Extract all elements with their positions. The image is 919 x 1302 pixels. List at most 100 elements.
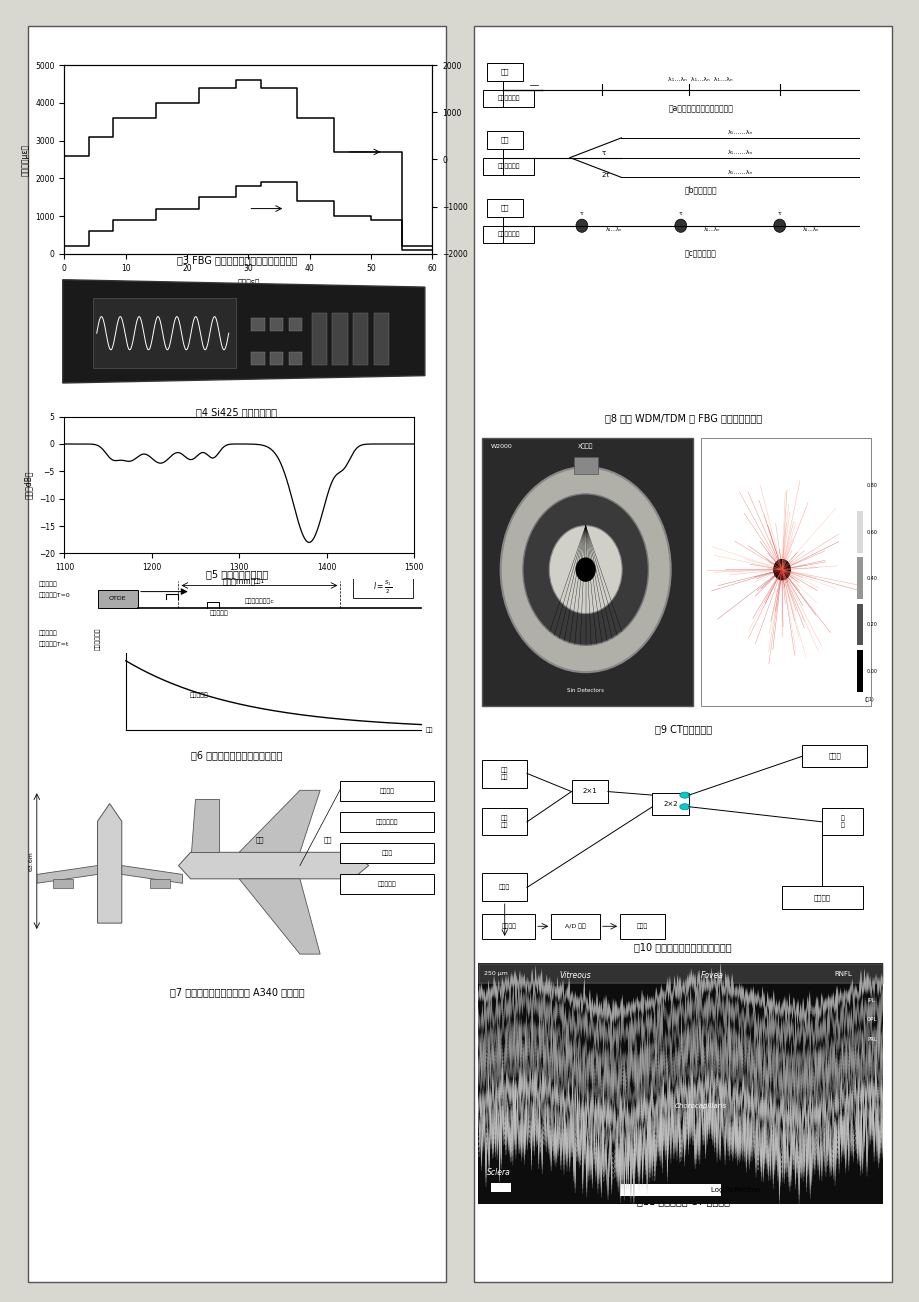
Text: 扫描平台: 扫描平台 — [813, 894, 830, 901]
Text: λ₁……λₙ: λ₁……λₙ — [727, 130, 752, 135]
Text: 250 μm: 250 μm — [484, 971, 508, 975]
Text: 传感单元: 传感单元 — [379, 789, 394, 794]
X-axis label: 时间（s）: 时间（s） — [237, 279, 259, 288]
Bar — [482, 874, 527, 901]
Bar — [270, 319, 283, 332]
Bar — [856, 557, 862, 599]
Bar — [352, 577, 413, 598]
Text: Sin Detectors: Sin Detectors — [566, 687, 604, 693]
Bar — [482, 914, 535, 939]
Text: 0.80: 0.80 — [866, 483, 877, 488]
Y-axis label: 透射（dB）: 透射（dB） — [24, 471, 33, 499]
Text: 63.6m: 63.6m — [28, 852, 33, 871]
Text: 0.00: 0.00 — [866, 669, 877, 673]
Text: λ₁……λₙ: λ₁……λₙ — [727, 169, 752, 174]
Text: 反射光脉冲: 反射光脉冲 — [39, 630, 58, 635]
Bar — [856, 650, 862, 691]
Text: λ₁…λₙ  λ₁…λₙ  λ₁…λₙ: λ₁…λₙ λ₁…λₙ λ₁…λₙ — [667, 77, 732, 82]
Polygon shape — [97, 803, 121, 923]
Text: 光源: 光源 — [500, 204, 508, 211]
Bar — [822, 807, 862, 836]
Text: 拉曼解复用器: 拉曼解复用器 — [375, 820, 398, 825]
Bar — [856, 604, 862, 646]
Text: 后向: 后向 — [323, 836, 332, 842]
Bar — [550, 914, 599, 939]
Text: λ₁…λₙ: λ₁…λₙ — [605, 227, 621, 232]
Bar — [251, 319, 265, 332]
Text: 0.60: 0.60 — [866, 530, 877, 535]
Text: （c）分枝网络: （c）分枝网络 — [684, 250, 716, 259]
Bar — [856, 510, 862, 552]
Text: 计算机: 计算机 — [636, 923, 647, 930]
Bar — [340, 844, 433, 863]
Bar — [289, 352, 302, 365]
Text: 反射时刻：T=t: 反射时刻：T=t — [39, 642, 69, 647]
Polygon shape — [62, 280, 425, 383]
Text: 图9 CT的基本原理: 图9 CT的基本原理 — [653, 725, 711, 734]
Bar — [97, 590, 138, 608]
Text: 图7 拉曼型分布式传感系统在 A340 运输机上: 图7 拉曼型分布式传感系统在 A340 运输机上 — [169, 987, 304, 997]
Text: 宽带
光源: 宽带 光源 — [501, 815, 508, 828]
Circle shape — [772, 559, 790, 581]
Bar — [619, 1184, 720, 1195]
Text: 距离1: 距离1 — [254, 578, 265, 583]
Text: 参考镜: 参考镜 — [827, 753, 840, 759]
Text: 探测器: 探测器 — [498, 884, 510, 891]
Text: Chorocapillaris: Chorocapillaris — [675, 1103, 726, 1109]
Ellipse shape — [679, 803, 689, 810]
Bar — [856, 465, 862, 506]
Polygon shape — [239, 790, 320, 853]
Bar — [312, 312, 326, 365]
Bar — [482, 760, 527, 788]
Text: 2×1: 2×1 — [582, 788, 596, 794]
Y-axis label: 应变计（με）: 应变计（με） — [20, 143, 29, 176]
Bar — [482, 225, 534, 243]
Text: （b）并联网络: （b）并联网络 — [684, 186, 716, 195]
Text: $l=\frac{S_1}{2}$: $l=\frac{S_1}{2}$ — [373, 579, 392, 596]
Text: Vitreous: Vitreous — [559, 971, 591, 979]
Circle shape — [675, 219, 686, 232]
Polygon shape — [190, 799, 219, 853]
Bar — [373, 312, 389, 365]
Bar — [289, 319, 302, 332]
Text: 外差探测: 外差探测 — [501, 923, 516, 930]
Text: 外部损伤点: 外部损伤点 — [210, 611, 228, 616]
Bar — [270, 352, 283, 365]
Text: 图8 采用 WDM/TDM 的 FBG 阵列的拓扑结构: 图8 采用 WDM/TDM 的 FBG 阵列的拓扑结构 — [604, 413, 761, 423]
Text: 信号处理器: 信号处理器 — [377, 881, 396, 887]
Text: 波长解调系统: 波长解调系统 — [497, 95, 519, 102]
Text: 2×2: 2×2 — [663, 801, 677, 807]
Polygon shape — [178, 853, 369, 879]
Text: 0.20: 0.20 — [866, 622, 877, 628]
Bar — [781, 885, 862, 909]
Text: 0.40: 0.40 — [866, 575, 877, 581]
Text: 波长解调系统: 波长解调系统 — [497, 232, 519, 237]
Bar — [482, 807, 527, 836]
Text: 图6 拉曼型分布式传感器工作原理: 图6 拉曼型分布式传感器工作原理 — [191, 750, 282, 760]
Bar — [340, 781, 433, 801]
Bar — [353, 312, 368, 365]
Polygon shape — [239, 879, 320, 954]
Text: OTDE: OTDE — [108, 596, 127, 602]
Text: （a）串联的低反射率光栅阵列: （a）串联的低反射率光栅阵列 — [667, 104, 732, 113]
Text: τ: τ — [601, 151, 606, 156]
Text: 2τ: 2τ — [601, 172, 609, 178]
Text: OPL: OPL — [866, 1017, 877, 1022]
Text: λ₁…λₙ: λ₁…λₙ — [802, 227, 819, 232]
Bar — [486, 199, 522, 217]
Bar — [340, 812, 433, 832]
Ellipse shape — [679, 792, 689, 798]
Circle shape — [500, 467, 670, 672]
Bar — [490, 1182, 510, 1193]
Text: 入射时刻：T=0: 入射时刻：T=0 — [39, 592, 71, 598]
Text: 光源: 光源 — [500, 137, 508, 143]
Circle shape — [575, 557, 596, 582]
Text: Fovea: Fovea — [700, 971, 723, 979]
Bar — [801, 745, 866, 767]
Text: 背向散射强度: 背向散射强度 — [95, 628, 100, 650]
Text: 图4 Si425 光栅解调系统: 图4 Si425 光栅解调系统 — [196, 406, 278, 417]
X-axis label: 波长（mm）: 波长（mm） — [222, 578, 255, 587]
Text: PRL: PRL — [866, 1036, 876, 1042]
Bar — [93, 298, 236, 368]
Bar — [619, 914, 664, 939]
